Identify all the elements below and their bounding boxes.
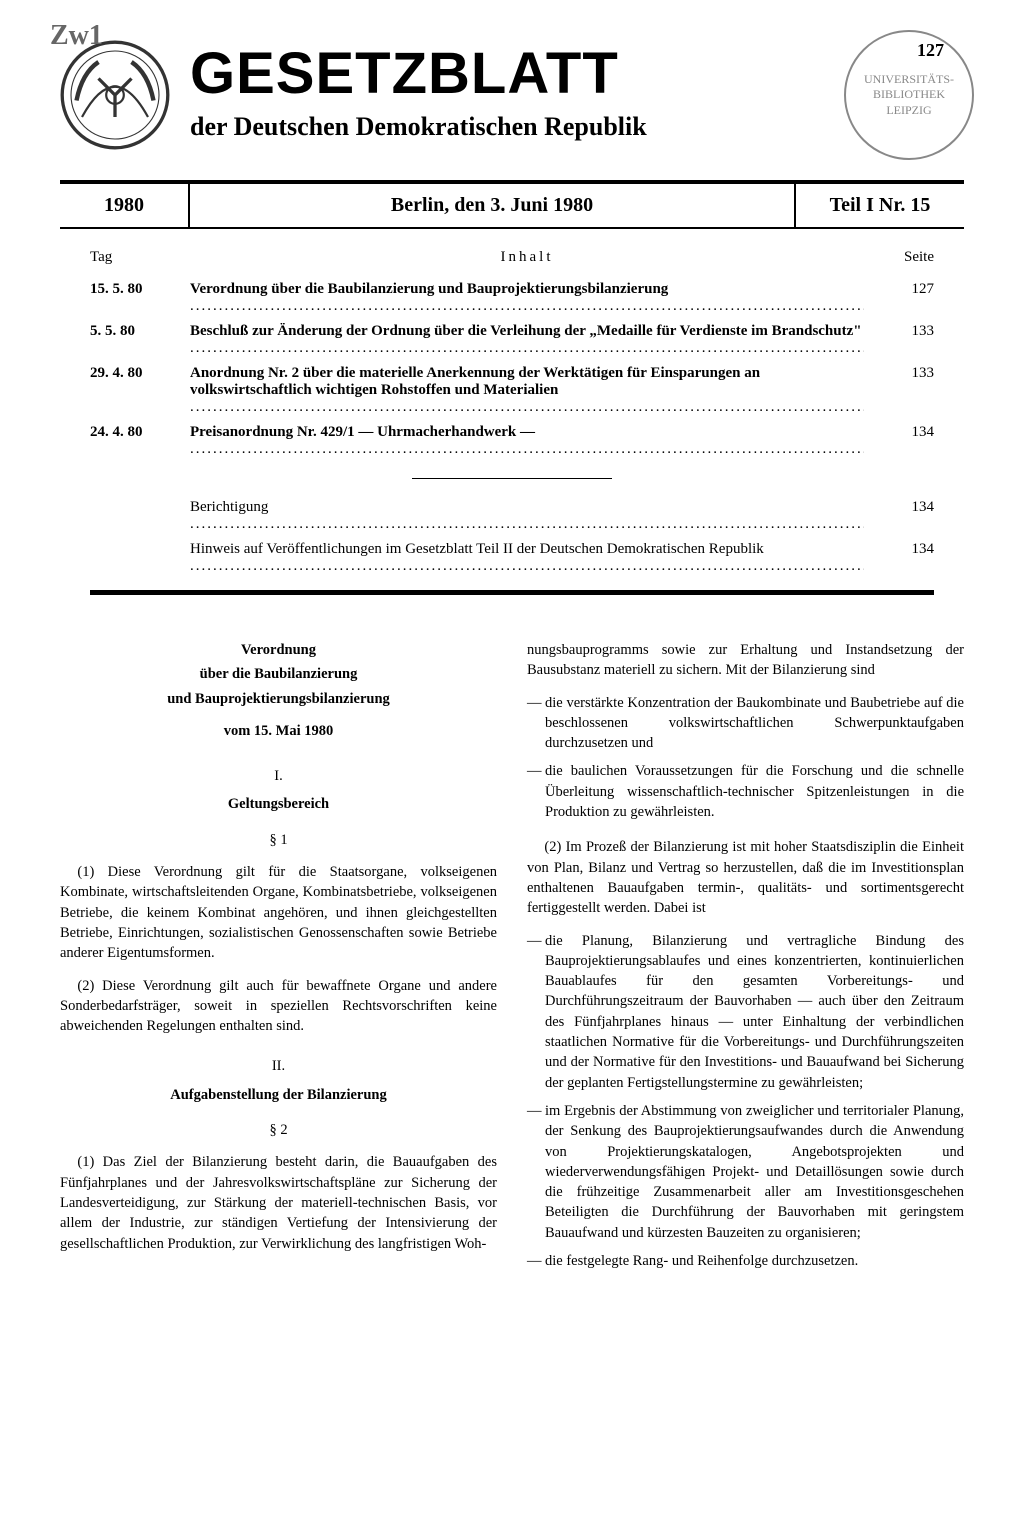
paragraph-number: § 1	[60, 830, 497, 850]
paragraph-number: § 2	[60, 1120, 497, 1140]
paragraph: (1) Diese Verordnung gilt für die Staats…	[60, 862, 497, 963]
toc-entry-page: 127	[864, 281, 934, 298]
toc-entry-title: Verordnung über die Baubilanzierung und …	[190, 281, 864, 315]
body-content: Verordnung über die Baubilanzierung und …	[60, 640, 964, 1279]
document-title-line: und Bauprojektierungsbilanzierung	[60, 689, 497, 709]
section-number: II.	[60, 1056, 497, 1076]
toc-extra-page: 134	[864, 499, 934, 516]
paragraph: (1) Das Ziel der Bilanzierung besteht da…	[60, 1152, 497, 1253]
toc-divider	[412, 478, 612, 479]
list-item: — die baulichen Voraussetzungen für die …	[527, 761, 964, 822]
toc-entry-date: 5. 5. 80	[90, 323, 190, 340]
toc-header: Tag Inhalt Seite	[90, 249, 934, 266]
corner-annotation: Zw1	[50, 20, 103, 52]
toc-entry-date: 24. 4. 80	[90, 424, 190, 441]
list-text: die baulichen Voraussetzungen für die Fo…	[545, 761, 964, 822]
list-item: — die Planung, Bilanzierung und vertragl…	[527, 931, 964, 1093]
list-dash-icon: —	[527, 1251, 545, 1271]
toc-entry-title: Preisanordnung Nr. 429/1 — Uhrmacherhand…	[190, 424, 864, 458]
list-item: — die verstärkte Konzentration der Bauko…	[527, 693, 964, 754]
header-section: Zw1 127 UNIVERSITÄTS- BIBLIOTHEK LEIPZIG…	[60, 40, 964, 150]
paragraph-continuation: nungsbauprogramms sowie zur Erhaltung un…	[527, 640, 964, 681]
toc-header-seite: Seite	[864, 249, 934, 266]
toc-entry-date: 15. 5. 80	[90, 281, 190, 298]
list-dash-icon: —	[527, 693, 545, 754]
list-dash-icon: —	[527, 1101, 545, 1243]
list-text: im Ergebnis der Abstimmung von zweiglich…	[545, 1101, 964, 1243]
list-item: — die festgelegte Rang- und Reihenfolge …	[527, 1251, 964, 1271]
issue-year: 1980	[60, 184, 190, 227]
library-stamp: UNIVERSITÄTS- BIBLIOTHEK LEIPZIG	[844, 30, 974, 160]
list-dash-icon: —	[527, 931, 545, 1093]
document-title-line: über die Baubilanzierung	[60, 664, 497, 684]
table-of-contents: Tag Inhalt Seite 15. 5. 80 Verordnung üb…	[60, 229, 964, 610]
paragraph: (2) Diese Verordnung gilt auch für bewaf…	[60, 976, 497, 1037]
toc-entry-title: Beschluß zur Änderung der Ordnung über d…	[190, 323, 864, 357]
ddr-emblem-icon	[60, 40, 170, 150]
toc-entry-page: 134	[864, 424, 934, 441]
toc-entry-page: 133	[864, 365, 934, 382]
toc-bottom-rule	[90, 590, 934, 595]
toc-row: 5. 5. 80 Beschluß zur Änderung der Ordnu…	[90, 323, 934, 357]
list-item: — im Ergebnis der Abstimmung von zweigli…	[527, 1101, 964, 1243]
list-text: die Planung, Bilanzierung und vertraglic…	[545, 931, 964, 1093]
toc-entry-date: 29. 4. 80	[90, 365, 190, 382]
issue-bar: 1980 Berlin, den 3. Juni 1980 Teil I Nr.…	[60, 180, 964, 229]
section-heading: Geltungsbereich	[60, 794, 497, 814]
toc-extra-title: Hinweis auf Veröffentlichungen im Gesetz…	[190, 541, 864, 575]
issue-date: Berlin, den 3. Juni 1980	[190, 184, 794, 227]
stamp-line2: BIBLIOTHEK	[873, 87, 945, 103]
toc-row: 24. 4. 80 Preisanordnung Nr. 429/1 — Uhr…	[90, 424, 934, 458]
toc-row: 15. 5. 80 Verordnung über die Baubilanzi…	[90, 281, 934, 315]
toc-entry-title: Anordnung Nr. 2 über die materielle Aner…	[190, 365, 864, 416]
toc-extra-page: 134	[864, 541, 934, 558]
section-number: I.	[60, 766, 497, 786]
right-column: nungsbauprogramms sowie zur Erhaltung un…	[527, 640, 964, 1279]
left-column: Verordnung über die Baubilanzierung und …	[60, 640, 497, 1279]
toc-entry-page: 133	[864, 323, 934, 340]
stamp-line1: UNIVERSITÄTS-	[864, 72, 954, 88]
toc-header-tag: Tag	[90, 249, 190, 266]
masthead: GESETZBLATT der Deutschen Demokratischen…	[60, 40, 964, 150]
toc-header-inhalt: Inhalt	[190, 249, 864, 266]
list-dash-icon: —	[527, 761, 545, 822]
document-title-line: Verordnung	[60, 640, 497, 660]
stamp-line3: LEIPZIG	[886, 103, 931, 119]
list-text: die festgelegte Rang- und Reihenfolge du…	[545, 1251, 964, 1271]
toc-row: Berichtigung 134	[90, 499, 934, 533]
issue-number: Teil I Nr. 15	[794, 184, 964, 227]
toc-row: Hinweis auf Veröffentlichungen im Gesetz…	[90, 541, 934, 575]
list-text: die verstärkte Konzentration der Baukomb…	[545, 693, 964, 754]
paragraph: (2) Im Prozeß der Bilanzierung ist mit h…	[527, 837, 964, 918]
toc-extra-title: Berichtigung	[190, 499, 864, 533]
section-heading: Aufgabenstellung der Bilanzierung	[60, 1085, 497, 1105]
document-date: vom 15. Mai 1980	[60, 721, 497, 741]
toc-row: 29. 4. 80 Anordnung Nr. 2 über die mater…	[90, 365, 934, 416]
